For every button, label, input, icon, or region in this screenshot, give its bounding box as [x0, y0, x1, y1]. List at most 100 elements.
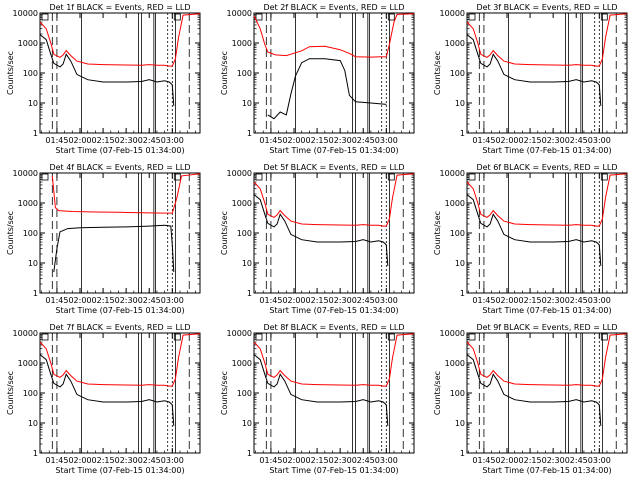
plot-frame [466, 332, 628, 454]
detector-panel: Det 9f BLACK = Events, RED = LLD 1 10 100 10… [433, 323, 628, 475]
y-tick-label: 10000 [440, 9, 465, 18]
detector-panel: Det 3f BLACK = Events, RED = LLD 1 10 100 10… [433, 3, 628, 155]
interval-box-marker [387, 173, 395, 181]
x-tick-label: 02:45 [565, 136, 588, 145]
x-tick-label: 02:45 [352, 456, 375, 465]
y-tick-label: 10000 [440, 169, 465, 178]
x-tick-label: 02:00 [68, 456, 91, 465]
lld-rate-line [466, 13, 628, 67]
x-tick-label: 02:45 [138, 296, 161, 305]
y-tick-label: 1 [247, 449, 252, 458]
x-tick-label: 02:45 [352, 136, 375, 145]
y-tick-label: 1000 [232, 199, 252, 208]
plot-frame [39, 12, 201, 134]
y-tick-label: 100 [237, 389, 252, 398]
chart-title: Det 1f BLACK = Events, RED = LLD [49, 3, 190, 12]
x-tick-label: 03:00 [375, 456, 398, 465]
x-tick-label: 02:45 [565, 296, 588, 305]
events-rate-line [466, 194, 602, 266]
y-tick-label: 1000 [445, 39, 465, 48]
x-tick-label: 02:15 [92, 296, 115, 305]
y-tick-label: 1 [460, 289, 465, 298]
y-tick-label: 100 [23, 229, 38, 238]
y-tick-label: 1000 [18, 359, 38, 368]
x-tick-label: 02:15 [306, 296, 329, 305]
x-tick-label: 01:45 [45, 456, 68, 465]
interval-box-marker [41, 333, 49, 341]
x-tick-label: 02:00 [68, 136, 91, 145]
x-tick-label: 01:45 [259, 136, 282, 145]
x-tick-label: 03:00 [588, 136, 611, 145]
y-tick-label: 1000 [18, 199, 38, 208]
x-tick-label: 02:15 [519, 136, 542, 145]
interval-box-marker [387, 333, 395, 341]
x-tick-label: 02:30 [542, 296, 565, 305]
y-axis-label: Counts/sec [220, 371, 229, 415]
x-tick-label: 01:45 [45, 296, 68, 305]
x-tick-label: 02:00 [282, 136, 305, 145]
y-tick-label: 100 [450, 389, 465, 398]
y-tick-label: 100 [237, 229, 252, 238]
y-tick-label: 1000 [445, 199, 465, 208]
y-tick-label: 1 [33, 289, 38, 298]
x-tick-label: 02:45 [138, 456, 161, 465]
y-tick-label: 10 [28, 419, 38, 428]
lld-rate-line [466, 333, 628, 387]
y-tick-label: 1000 [232, 359, 252, 368]
y-axis-label: Counts/sec [433, 371, 442, 415]
x-tick-label: 03:00 [588, 296, 611, 305]
x-tick-label: 02:00 [68, 296, 91, 305]
y-axis-label: Counts/sec [220, 211, 229, 255]
detector-panel: Det 6f BLACK = Events, RED = LLD 1 10 100 10… [433, 163, 628, 315]
detector-panel: Det 2f BLACK = Events, RED = LLD 1 10 100 10… [220, 3, 415, 155]
y-tick-label: 10 [242, 419, 252, 428]
x-tick-label: 01:45 [472, 136, 495, 145]
y-tick-label: 100 [450, 229, 465, 238]
interval-box-marker [600, 173, 608, 181]
x-tick-label: 01:45 [45, 136, 68, 145]
y-tick-label: 1000 [232, 39, 252, 48]
x-tick-label: 01:45 [259, 296, 282, 305]
interval-box-marker [41, 173, 49, 181]
y-tick-label: 10000 [440, 329, 465, 338]
interval-box-marker [173, 173, 181, 181]
plot-frame [466, 172, 628, 294]
chart-title: Det 5f BLACK = Events, RED = LLD [263, 163, 404, 172]
interval-box-marker [255, 333, 263, 341]
x-tick-label: 03:00 [161, 296, 184, 305]
lld-rate-line [51, 173, 201, 214]
y-tick-label: 10 [455, 259, 465, 268]
x-tick-label: 02:30 [115, 136, 138, 145]
interval-box-marker [600, 13, 608, 21]
plot-frame [39, 172, 201, 294]
chart-title: Det 2f BLACK = Events, RED = LLD [263, 3, 404, 12]
x-tick-label: 03:00 [588, 456, 611, 465]
y-axis-label: Counts/sec [433, 51, 442, 95]
x-tick-label: 02:00 [282, 456, 305, 465]
x-tick-label: 02:15 [92, 456, 115, 465]
y-tick-label: 100 [450, 69, 465, 78]
y-tick-label: 10000 [227, 329, 252, 338]
plot-frame [253, 332, 415, 454]
x-axis-label: Start Time (07-Feb-15 01:34:00) [269, 146, 398, 155]
chart-title: Det 9f BLACK = Events, RED = LLD [476, 323, 617, 332]
events-rate-line [466, 354, 602, 426]
chart-title: Det 7f BLACK = Events, RED = LLD [49, 323, 190, 332]
interval-box-marker [468, 13, 476, 21]
chart-title: Det 6f BLACK = Events, RED = LLD [476, 163, 617, 172]
y-tick-label: 10000 [13, 329, 38, 338]
x-tick-label: 02:45 [138, 136, 161, 145]
x-tick-label: 02:30 [542, 456, 565, 465]
y-tick-label: 10 [28, 99, 38, 108]
x-tick-label: 02:45 [352, 296, 375, 305]
lld-rate-line [39, 333, 201, 387]
y-tick-label: 10 [242, 259, 252, 268]
interval-box-marker [468, 333, 476, 341]
y-tick-label: 10 [455, 419, 465, 428]
interval-box-marker [468, 173, 476, 181]
y-tick-label: 1 [33, 129, 38, 138]
detector-panel: Det 5f BLACK = Events, RED = LLD 1 10 100 10… [220, 163, 415, 315]
detector-panel: Det 8f BLACK = Events, RED = LLD 1 10 100 10… [220, 323, 415, 475]
y-tick-label: 1 [247, 289, 252, 298]
interval-box-marker [255, 173, 263, 181]
